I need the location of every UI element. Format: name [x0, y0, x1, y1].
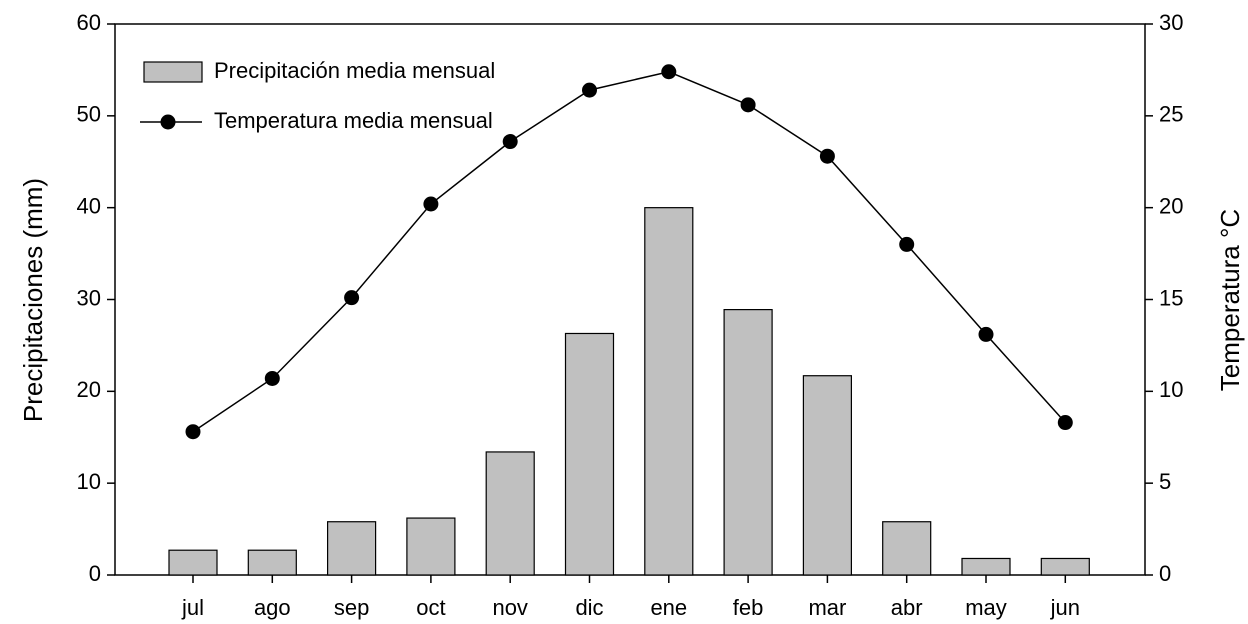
x-tick-label: ene	[650, 595, 687, 620]
marker	[502, 134, 518, 150]
bar	[247, 549, 297, 576]
marker	[423, 196, 439, 212]
bar	[485, 451, 535, 576]
legend-label: Precipitación media mensual	[214, 58, 495, 83]
y2-tick-label: 25	[1159, 102, 1183, 127]
bar	[961, 557, 1011, 576]
marker	[185, 424, 201, 440]
bar	[644, 207, 694, 576]
legend-swatch	[143, 61, 203, 83]
y-tick-label: 10	[77, 469, 101, 494]
marker	[1057, 415, 1073, 431]
marker	[899, 236, 915, 252]
marker	[819, 148, 835, 164]
legend-label: Temperatura media mensual	[214, 108, 493, 133]
y2-tick-label: 0	[1159, 561, 1171, 586]
bar	[327, 521, 377, 576]
y2-tick-label: 5	[1159, 469, 1171, 494]
bar	[802, 375, 853, 576]
x-tick-label: abr	[891, 595, 923, 620]
y2-axis-label: Temperatura °C	[1215, 209, 1245, 391]
y-tick-label: 30	[77, 285, 101, 310]
x-tick-label: oct	[416, 595, 445, 620]
x-tick-label: sep	[334, 595, 369, 620]
x-tick-label: jun	[1050, 595, 1080, 620]
marker	[978, 326, 994, 342]
x-tick-label: dic	[575, 595, 603, 620]
x-tick-label: may	[965, 595, 1007, 620]
bar	[564, 332, 615, 576]
marker	[582, 82, 597, 98]
y2-tick-label: 15	[1159, 285, 1183, 310]
y-tick-label: 20	[77, 377, 101, 402]
y-tick-label: 0	[89, 561, 101, 586]
plot-frame	[114, 23, 1146, 576]
bar	[406, 517, 456, 576]
y-tick-label: 40	[77, 193, 101, 218]
x-tick-label: ago	[254, 595, 291, 620]
y-tick-label: 60	[77, 10, 101, 35]
y-axis-label: Precipitaciones (mm)	[18, 178, 48, 422]
x-tick-label: feb	[733, 595, 764, 620]
y2-tick-label: 10	[1159, 377, 1183, 402]
marker	[264, 370, 280, 386]
bar	[1040, 557, 1090, 576]
y2-tick-label: 20	[1159, 193, 1183, 218]
y2-tick-label: 30	[1159, 10, 1183, 35]
y-tick-label: 50	[77, 102, 101, 127]
marker	[344, 290, 360, 306]
marker	[740, 97, 756, 113]
x-tick-label: nov	[492, 595, 527, 620]
bar	[723, 309, 773, 576]
bar	[168, 549, 218, 576]
x-tick-label: jul	[181, 595, 204, 620]
x-tick-label: mar	[808, 595, 846, 620]
line	[192, 70, 1066, 433]
bar	[882, 521, 932, 576]
marker	[661, 64, 677, 80]
legend-marker	[160, 114, 176, 130]
